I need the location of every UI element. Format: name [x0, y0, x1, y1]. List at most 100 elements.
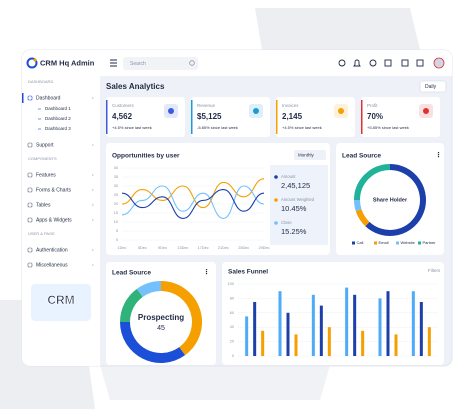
badge: CRM: [47, 293, 74, 307]
legend-dot: [274, 221, 278, 225]
y-tick-label: 80: [230, 296, 234, 300]
active-marker: [22, 93, 24, 103]
stat-change: -5.85% since last week: [197, 125, 238, 130]
line-series: [121, 189, 265, 219]
bar: [311, 294, 315, 356]
bar: [386, 291, 390, 356]
legend-swatch: [396, 241, 399, 245]
summary-value: 15.25%: [281, 227, 307, 236]
legend-dot: [274, 198, 278, 202]
donut-segment: [354, 164, 391, 201]
bar: [319, 305, 323, 356]
stat-value: 4,562: [112, 112, 133, 121]
bar: [278, 291, 282, 356]
legend-label: Email: [379, 240, 389, 245]
filter-label: Monthly: [298, 153, 315, 158]
settings-icon[interactable]: [416, 59, 424, 67]
filter-dropdown[interactable]: [294, 150, 326, 160]
stat-card: [361, 97, 440, 137]
more-menu[interactable]: ⋮: [435, 151, 442, 159]
donut-segment: [365, 164, 426, 236]
y-tick-label: 0: [232, 354, 234, 358]
decor: [100, 365, 330, 400]
stat-icon-glyph: [338, 108, 344, 114]
y-tick-label: 35: [114, 175, 118, 179]
legend-swatch: [352, 241, 355, 245]
submenu-item[interactable]: Dashboard 2: [45, 116, 71, 121]
bar: [286, 312, 290, 356]
stat-accent: [276, 100, 278, 134]
stat-accent: [191, 100, 193, 134]
line-series: [121, 185, 265, 219]
menu-icon: [27, 202, 33, 208]
more-menu[interactable]: ⋮: [203, 268, 210, 276]
y-tick-label: 5: [116, 229, 118, 233]
x-tick-label: 29Dec: [259, 246, 270, 250]
bar: [327, 327, 331, 356]
menu-icon: [27, 172, 33, 178]
line-series: [121, 178, 265, 209]
menu-item[interactable]: Authentication: [36, 247, 68, 253]
stat-card: [191, 97, 270, 137]
y-tick-label: 20: [230, 340, 234, 344]
section-label: COMPONENTS: [28, 156, 57, 161]
legend-swatch: [418, 241, 421, 245]
filter-button[interactable]: Filters: [428, 268, 441, 273]
x-tick-label: 25Dec: [238, 246, 249, 250]
menu-chevron: ›: [92, 172, 94, 178]
section-label: USER & PAGE: [28, 231, 55, 236]
card: [336, 143, 444, 255]
donut-chart: [120, 281, 202, 363]
summary-label: Amount: [281, 174, 296, 179]
y-tick-label: 10: [114, 220, 118, 224]
search-icon[interactable]: [189, 60, 195, 66]
y-tick-label: 30: [114, 184, 118, 188]
bar: [394, 334, 398, 356]
avatar[interactable]: [433, 57, 445, 69]
stat-label: Invoices: [282, 103, 299, 108]
menu-item[interactable]: Dashboard: [36, 95, 61, 101]
line-chart: 0 5 10 15 20 25 30 35 40 1Dec 5Dec 9Dec 13Dec 17Dec 21…: [114, 166, 315, 250]
donut-center-value: 45: [157, 325, 165, 332]
theme-icon[interactable]: [338, 59, 346, 67]
donut-center-label: Share Holder: [373, 197, 408, 203]
menu-toggle[interactable]: [110, 59, 117, 67]
logo: [33, 58, 37, 62]
menu-item[interactable]: Support: [36, 142, 54, 148]
summary-panel: [270, 165, 328, 245]
period-button[interactable]: [419, 80, 447, 93]
x-tick-label: 9Dec: [158, 246, 167, 250]
bar: [345, 287, 349, 356]
y-tick-label: 25: [114, 193, 118, 197]
bar: [411, 291, 415, 356]
menu-item[interactable]: Apps & Widgets: [36, 217, 72, 223]
donut-segment: [160, 281, 202, 356]
stat-change: +5.85% since last week: [367, 125, 409, 130]
menu-chevron: ›: [92, 142, 94, 148]
stat-label: Profit: [367, 103, 378, 108]
menu-item[interactable]: Miscellaneous: [36, 262, 68, 268]
bar: [294, 334, 298, 356]
submenu-item[interactable]: Dashboard 3: [45, 126, 71, 131]
menu-item[interactable]: Features: [36, 172, 56, 178]
fullscreen-icon[interactable]: [401, 59, 409, 67]
menu-icon: [27, 95, 33, 101]
menu-chevron: ›: [92, 187, 94, 193]
stat-card: [276, 97, 355, 137]
donut-segment: [354, 199, 362, 212]
menu-item[interactable]: Tables: [36, 202, 51, 208]
donut-segment: [120, 288, 144, 323]
stat-label: Customers: [112, 103, 135, 108]
chat-icon[interactable]: [369, 59, 377, 67]
card-title: Lead Source: [342, 153, 381, 160]
stat-value: 2,145: [282, 112, 303, 121]
stat-icon-glyph: [168, 108, 174, 114]
apps-icon[interactable]: [384, 59, 392, 67]
menu-item[interactable]: Forms & Charts: [36, 187, 72, 193]
brand: CRM Hq Admin: [40, 58, 95, 67]
bar: [261, 330, 265, 356]
stat-label: Revenue: [197, 103, 216, 108]
notification-icon[interactable]: [353, 59, 361, 67]
submenu-item[interactable]: Dashboard 1: [45, 106, 71, 111]
search-box[interactable]: [123, 57, 198, 70]
